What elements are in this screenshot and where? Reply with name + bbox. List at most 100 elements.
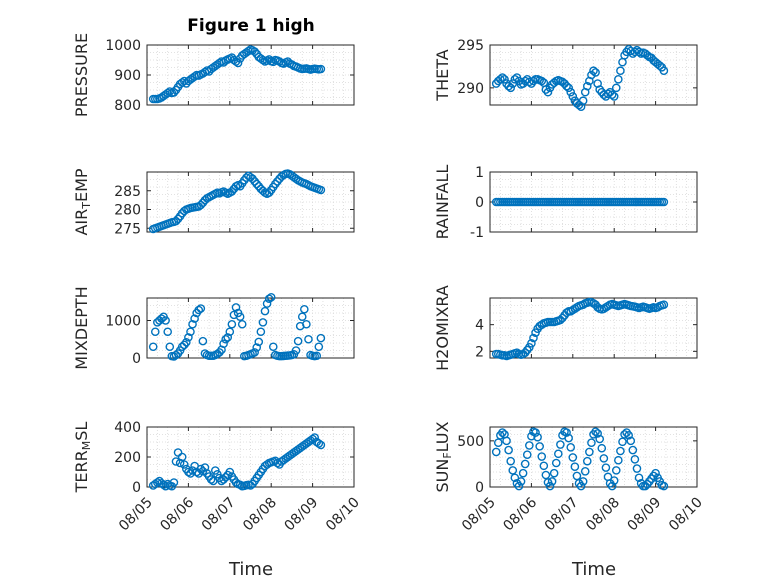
data-point — [194, 469, 204, 478]
data-point — [260, 306, 270, 316]
data-point — [169, 478, 179, 487]
y-axis-label: AIRTEMP — [72, 168, 93, 235]
data-point — [163, 327, 172, 337]
data-point — [302, 319, 311, 329]
y-axis-label: MIXDEPTH — [72, 286, 91, 369]
data-point — [163, 479, 172, 489]
axes-box — [489, 426, 698, 488]
data-point — [564, 433, 573, 443]
data-point — [632, 464, 642, 473]
data-point — [593, 429, 602, 438]
data-point — [198, 336, 208, 346]
data-point — [316, 185, 326, 195]
data-point — [250, 348, 259, 357]
data-point — [171, 216, 181, 226]
y-tick-label: 285 — [114, 184, 141, 200]
data-point — [316, 333, 326, 343]
y-axis-label: SUNFLUX — [433, 421, 454, 492]
y-axis-label-subscript: F — [441, 452, 454, 458]
data-point — [562, 428, 571, 437]
y-tick-label: 2 — [475, 344, 484, 360]
data-point — [508, 466, 518, 475]
subplot-3: 275 280 285 AIRTEMP — [72, 168, 355, 237]
data-point — [157, 314, 166, 323]
data-point — [568, 92, 578, 101]
data-point — [630, 455, 640, 464]
data-point — [611, 466, 621, 475]
data-point — [300, 304, 309, 314]
data-point — [562, 81, 571, 91]
data-point — [150, 327, 160, 337]
data-point — [182, 337, 191, 347]
data-point — [576, 481, 586, 491]
x-axis-label-right: Time — [571, 559, 616, 580]
data-point — [231, 303, 241, 312]
data-point — [578, 96, 588, 106]
data-point — [597, 443, 607, 453]
data-point — [165, 342, 175, 352]
y-tick-label: 500 — [457, 434, 484, 450]
data-point — [587, 438, 596, 447]
y-tick-label: 200 — [114, 450, 141, 466]
data-point — [614, 74, 623, 84]
data-point — [148, 342, 158, 352]
data-point — [262, 299, 272, 308]
data-point — [578, 477, 588, 486]
data-point — [527, 339, 536, 348]
data-point — [659, 197, 669, 207]
y-axis-label-tail: EMP — [72, 168, 91, 202]
data-point — [179, 460, 189, 469]
data-point — [504, 445, 513, 455]
axes-box — [489, 297, 698, 359]
y-tick-label: 275 — [114, 221, 141, 237]
y-tick-label: 900 — [114, 68, 141, 84]
data-point — [314, 342, 324, 352]
y-axis-label-main: TERR — [72, 450, 91, 493]
data-point — [618, 437, 627, 447]
data-point — [616, 446, 625, 456]
y-axis-label-main: AIR — [72, 209, 91, 236]
data-point — [609, 92, 619, 101]
data-point — [599, 454, 609, 463]
subplot-6: 2 4 H2OMIXRA — [433, 285, 698, 371]
data-point — [244, 46, 253, 56]
data-point — [510, 473, 520, 483]
data-point — [264, 55, 274, 64]
data-point — [601, 463, 611, 472]
data-point — [190, 314, 199, 323]
data-point — [531, 428, 540, 437]
data-point — [159, 480, 168, 490]
y-tick-label: 1000 — [105, 38, 141, 54]
data-point — [539, 461, 549, 471]
y-tick-label: 400 — [114, 420, 141, 436]
data-point — [498, 73, 507, 82]
data-point — [659, 300, 669, 309]
data-point — [297, 312, 307, 322]
data-point — [651, 468, 660, 478]
data-point — [227, 319, 237, 329]
data-point — [603, 301, 613, 311]
data-point — [493, 438, 503, 447]
data-point — [194, 305, 204, 315]
data-point — [496, 74, 505, 84]
data-point — [607, 481, 617, 491]
data-point — [568, 453, 578, 462]
y-axis-label-subscript: T — [80, 202, 93, 210]
data-point — [310, 433, 319, 442]
data-point — [196, 304, 206, 313]
y-tick-label: 4 — [475, 318, 484, 334]
data-point — [188, 319, 197, 329]
y-axis-label-main: THETA — [433, 49, 452, 101]
data-point — [258, 55, 268, 65]
data-point — [186, 327, 195, 337]
data-point — [634, 473, 644, 483]
data-point — [184, 333, 193, 342]
data-point — [520, 459, 530, 469]
data-point — [233, 58, 243, 68]
subplot-1: 800 900 1000 PRESSURE — [72, 33, 355, 117]
data-point — [219, 339, 228, 349]
data-point — [266, 292, 276, 302]
data-point — [196, 200, 206, 210]
data-point — [161, 481, 170, 491]
data-point — [543, 87, 553, 97]
